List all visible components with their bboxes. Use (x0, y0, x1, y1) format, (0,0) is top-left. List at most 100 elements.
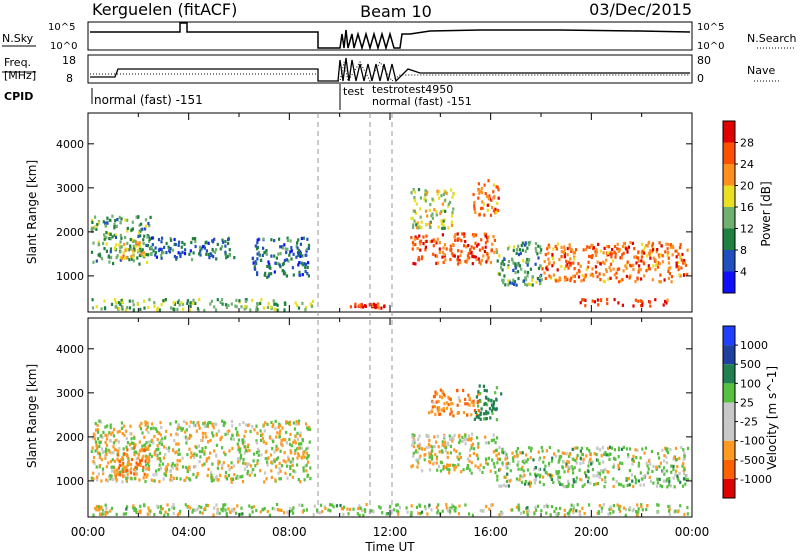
data-cell (483, 232, 486, 236)
data-cell (146, 512, 149, 516)
data-cell (572, 504, 575, 508)
data-cell (155, 429, 159, 433)
data-cell (132, 251, 135, 255)
data-cell (656, 510, 659, 515)
data-cell (183, 242, 186, 246)
data-cell (483, 250, 486, 254)
data-cell (443, 444, 446, 448)
data-cell (215, 257, 218, 261)
data-cell (175, 432, 178, 436)
data-cell (92, 460, 95, 464)
data-cell (661, 254, 664, 258)
data-cell (424, 245, 427, 249)
data-cell (193, 424, 196, 428)
data-cell (276, 502, 279, 507)
data-cell (134, 471, 137, 475)
data-cell (575, 461, 578, 465)
data-cell (646, 504, 649, 508)
data-cell (548, 261, 551, 265)
data-cell (471, 255, 474, 259)
data-cell (665, 455, 668, 459)
data-cell (461, 232, 464, 236)
data-cell (668, 272, 671, 276)
data-cell (178, 303, 181, 307)
data-cell (622, 445, 625, 449)
data-cell (478, 213, 481, 217)
data-cell (655, 250, 658, 254)
data-cell (110, 255, 113, 259)
data-cell (236, 460, 240, 464)
data-cell (148, 237, 151, 241)
data-cell (262, 423, 265, 427)
data-cell (429, 468, 432, 472)
data-cell (150, 427, 153, 431)
data-cell (478, 384, 481, 388)
data-cell (596, 471, 599, 475)
data-cell (548, 461, 551, 465)
data-cell (307, 460, 310, 464)
data-cell (573, 255, 576, 259)
data-cell (589, 255, 592, 259)
data-cell (526, 468, 530, 472)
data-cell (127, 476, 130, 480)
data-cell (534, 242, 538, 246)
data-cell (659, 253, 662, 257)
data-cell (159, 459, 162, 463)
data-cell (552, 247, 555, 251)
data-cell (268, 264, 271, 269)
data-cell (156, 457, 159, 461)
data-cell (474, 410, 477, 414)
data-cell (647, 459, 651, 463)
data-cell (526, 246, 529, 250)
data-cell (304, 269, 307, 273)
data-cell (211, 431, 214, 435)
data-cell (584, 273, 587, 277)
data-cell (360, 303, 363, 307)
data-cell (543, 456, 546, 460)
data-cell (200, 505, 203, 510)
data-cell (566, 263, 569, 267)
data-cell (164, 471, 168, 475)
data-cell (544, 464, 547, 468)
data-cell (502, 483, 505, 487)
data-cell (231, 434, 234, 438)
data-cell (205, 252, 208, 256)
data-cell (572, 261, 575, 265)
data-cell (566, 253, 569, 257)
data-cell (151, 422, 154, 426)
time-tick-label: 12:00 (373, 525, 408, 539)
data-cell (172, 476, 175, 480)
data-cell (147, 440, 150, 444)
data-cell (153, 434, 156, 438)
data-cell (456, 388, 459, 392)
data-cell (221, 464, 224, 468)
data-cell (219, 247, 222, 251)
data-cell (114, 219, 117, 223)
data-cell (246, 469, 249, 474)
data-cell (495, 448, 498, 452)
data-cell (580, 279, 583, 283)
data-cell (252, 468, 255, 472)
data-cell (498, 272, 501, 276)
data-cell (175, 442, 178, 446)
data-cell (446, 455, 449, 459)
data-cell (238, 458, 241, 463)
data-cell (138, 229, 141, 233)
data-cell (574, 458, 577, 463)
data-cell (666, 251, 669, 255)
data-cell (432, 401, 435, 405)
data-cell (222, 506, 225, 510)
data-cell (185, 441, 188, 445)
colorbar-segment (723, 345, 735, 365)
data-cell (161, 437, 164, 441)
data-cell (124, 248, 127, 253)
data-cell (291, 460, 294, 464)
data-cell (203, 462, 206, 466)
data-cell (581, 484, 584, 489)
data-cell (219, 436, 222, 440)
data-cell (686, 446, 690, 450)
data-cell (579, 264, 582, 268)
data-cell (112, 477, 115, 482)
data-cell (550, 477, 553, 481)
data-cell (417, 450, 420, 454)
